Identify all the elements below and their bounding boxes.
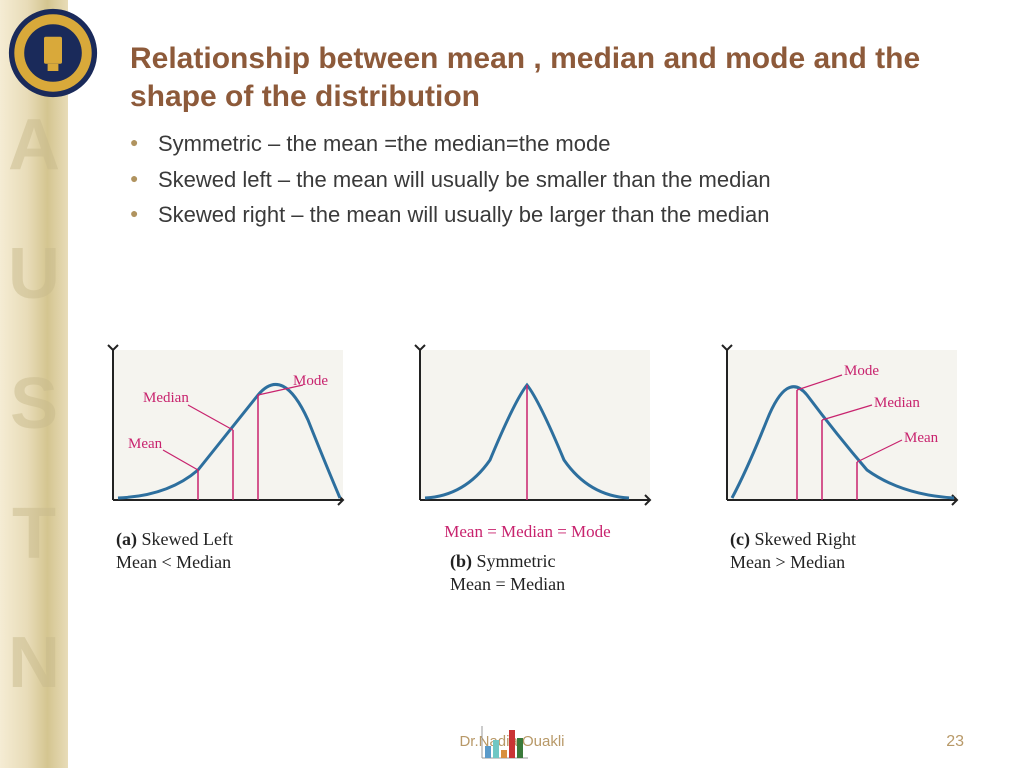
- chart-svg-right: Mode Median Mean: [702, 340, 967, 520]
- bullet-list: Symmetric – the mean =the median=the mod…: [100, 129, 994, 230]
- footer-page: 23: [946, 733, 964, 751]
- chart-caption: (a) Skewed Left Mean < Median: [88, 528, 233, 575]
- page-title: Relationship between mean , median and m…: [100, 40, 994, 115]
- chart-svg-center: [395, 340, 660, 520]
- sidebar-letter: A: [8, 104, 60, 186]
- sidebar-letter: T: [12, 493, 56, 575]
- label-mean: Mean: [128, 436, 163, 452]
- logo-icon: [8, 8, 98, 98]
- content-area: Relationship between mean , median and m…: [100, 40, 994, 236]
- chart-svg-left: Mean Median Mode: [88, 340, 353, 520]
- sidebar-letter: S: [10, 363, 58, 445]
- label-median: Median: [874, 395, 920, 411]
- footer-barchart-icon: [480, 724, 530, 760]
- chart-caption: (c) Skewed Right Mean > Median: [702, 528, 856, 575]
- sidebar: A U S T N: [0, 0, 68, 768]
- chart-symmetric: Mean = Median = Mode (b) Symmetric Mean …: [395, 340, 660, 597]
- chart-caption: (b) Symmetric Mean = Median: [395, 550, 565, 597]
- chart-sublabel: Mean = Median = Mode: [444, 522, 610, 542]
- chart-skewed-left: Mean Median Mode (a) Skewed Left Mean < …: [88, 340, 353, 597]
- label-mode: Mode: [844, 363, 879, 379]
- sidebar-letter: U: [8, 233, 60, 315]
- bullet-item: Skewed right – the mean will usually be …: [130, 200, 994, 230]
- label-median: Median: [143, 390, 189, 406]
- footer: Dr.Nadia Ouakli 23: [0, 733, 1024, 750]
- chart-skewed-right: Mode Median Mean (c) Skewed Right Mean >…: [702, 340, 967, 597]
- sidebar-letter: N: [8, 622, 60, 704]
- charts-row: Mean Median Mode (a) Skewed Left Mean < …: [88, 340, 967, 597]
- label-mode: Mode: [293, 373, 328, 389]
- label-mean: Mean: [904, 430, 939, 446]
- bullet-item: Symmetric – the mean =the median=the mod…: [130, 129, 994, 159]
- bullet-item: Skewed left – the mean will usually be s…: [130, 165, 994, 195]
